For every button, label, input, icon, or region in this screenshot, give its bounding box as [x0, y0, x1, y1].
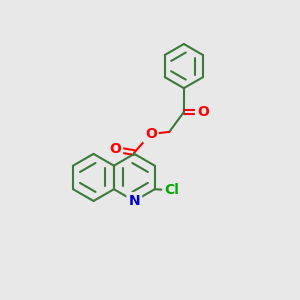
Text: O: O — [197, 105, 209, 119]
Text: Cl: Cl — [164, 183, 179, 197]
Text: O: O — [109, 142, 121, 156]
Text: N: N — [128, 194, 140, 208]
Text: O: O — [145, 127, 157, 141]
